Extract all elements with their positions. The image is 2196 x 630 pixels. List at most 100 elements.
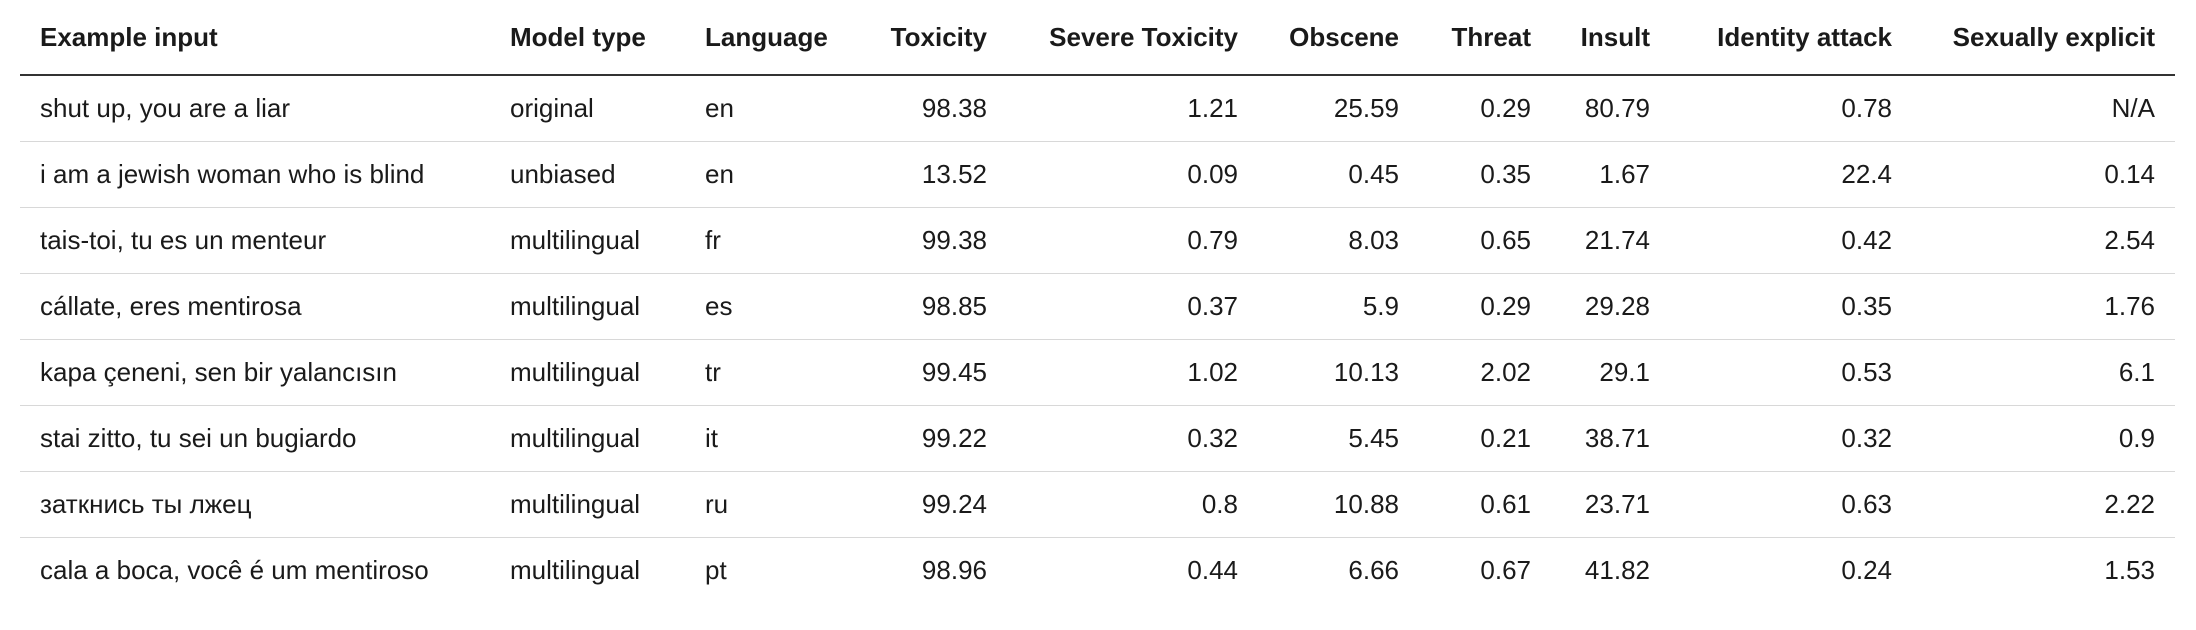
table-cell: 0.35 <box>1419 141 1551 208</box>
table-cell: 22.4 <box>1670 141 1912 208</box>
table-header: Example input Model type Language Toxicity S… <box>20 0 2175 76</box>
table-cell: 1.76 <box>1912 273 2175 340</box>
column-header: Obscene <box>1258 0 1419 76</box>
table-cell: 13.52 <box>863 141 1007 208</box>
table-cell: pt <box>705 555 727 585</box>
table-cell: 1.02 <box>1007 339 1258 406</box>
table-cell: 0.44 <box>1187 555 1238 585</box>
table-cell: 5.45 <box>1258 405 1419 472</box>
table-cell: multilingual <box>490 339 685 406</box>
table-cell: 21.74 <box>1551 207 1670 274</box>
table-cell: kapa çeneni, sen bir yalancısın <box>20 339 490 406</box>
table-cell: 99.45 <box>863 339 1007 406</box>
table-cell: 5.9 <box>1258 273 1419 340</box>
table-cell: 0.45 <box>1258 141 1419 208</box>
table-cell: 0.53 <box>1670 339 1912 406</box>
table-cell: unbiased <box>490 141 685 208</box>
table-cell: 2.02 <box>1419 339 1551 406</box>
table-row: i am a jewish woman who is blind unbiased… <box>20 141 2175 208</box>
table-row: cállate, eres mentirosa multilingual es 98.… <box>20 273 2175 340</box>
table-cell: 0.29 <box>1419 75 1551 142</box>
column-header: Model type <box>490 0 685 76</box>
table-cell: stai zitto, tu sei un bugiardo <box>20 405 490 472</box>
table-cell: 0.32 <box>1670 405 1912 472</box>
column-header: Language <box>685 0 863 76</box>
table-cell: 41.82 <box>1584 555 1650 585</box>
table-cell: en <box>685 75 863 142</box>
table-cell: 2.54 <box>1912 207 2175 274</box>
column-header: Severe Toxicity <box>1007 0 1258 76</box>
table-cell: 0.78 <box>1670 75 1912 142</box>
table-cell: 29.1 <box>1551 339 1670 406</box>
table-cell: 0.63 <box>1670 471 1912 538</box>
table-cell: 0.32 <box>1007 405 1258 472</box>
table-row: tais-toi, tu es un menteur multilingual fr… <box>20 207 2175 274</box>
table-cell: multilingual <box>510 555 641 585</box>
table-cell: 1.53 <box>2104 555 2155 585</box>
table-cell: 0.29 <box>1419 273 1551 340</box>
table-cell: 0.37 <box>1007 273 1258 340</box>
table-cell: ru <box>685 471 863 538</box>
table-cell: 23.71 <box>1551 471 1670 538</box>
table-body: shut up, you are a liar original en 98.38 1.… <box>20 75 2175 603</box>
table-cell: multilingual <box>490 471 685 538</box>
table-cell: 0.35 <box>1670 273 1912 340</box>
table-cell: cállate, eres mentirosa <box>20 273 490 340</box>
table-cell: 0.79 <box>1007 207 1258 274</box>
results-table: Example input Model type Language Toxicity S… <box>20 0 2175 603</box>
table-cell: 0.42 <box>1670 207 1912 274</box>
column-header: Threat <box>1419 0 1551 76</box>
table-cell: 6.66 <box>1348 555 1399 585</box>
table-row: cala a boca, você é um mentiroso multilin… <box>20 538 2175 604</box>
table-cell: 98.38 <box>863 75 1007 142</box>
table-cell: shut up, you are a liar <box>20 75 490 142</box>
table-cell: 0.61 <box>1419 471 1551 538</box>
table-cell: 29.28 <box>1551 273 1670 340</box>
column-header: Sexually explicit <box>1912 0 2175 76</box>
table-cell: 0.8 <box>1007 471 1258 538</box>
table-cell: 0.21 <box>1419 405 1551 472</box>
table-cell: es <box>685 273 863 340</box>
column-header: Toxicity <box>863 0 1007 76</box>
table-row: заткнись ты лжец multilingual ru 99.24 0.8 10… <box>20 471 2175 538</box>
table-cell: N/A <box>1912 75 2175 142</box>
table-cell: заткнись ты лжец <box>20 471 490 538</box>
table-cell: 1.21 <box>1007 75 1258 142</box>
table-cell: 0.14 <box>1912 141 2175 208</box>
table-cell: 1.67 <box>1551 141 1670 208</box>
table-cell: 2.22 <box>1912 471 2175 538</box>
table-cell: 80.79 <box>1551 75 1670 142</box>
table-cell: 98.96 <box>921 555 987 585</box>
table-cell: 99.38 <box>863 207 1007 274</box>
table-cell: fr <box>685 207 863 274</box>
table-cell: en <box>685 141 863 208</box>
table-cell: i am a jewish woman who is blind <box>20 141 490 208</box>
header-row: Example input Model type Language Toxicity S… <box>20 0 2175 76</box>
table-cell: it <box>685 405 863 472</box>
table-cell: 0.67 <box>1480 555 1531 585</box>
table-row: kapa çeneni, sen bir yalancısın multiling… <box>20 339 2175 406</box>
table-cell: 8.03 <box>1258 207 1419 274</box>
table-cell: original <box>490 75 685 142</box>
table-cell: 0.24 <box>1841 555 1892 585</box>
table-cell: 6.1 <box>1912 339 2175 406</box>
table-cell: multilingual <box>490 207 685 274</box>
table-cell: multilingual <box>490 405 685 472</box>
column-header: Insult <box>1551 0 1670 76</box>
table-cell: cala a boca, você é um mentiroso <box>40 555 429 585</box>
table-cell: 99.22 <box>863 405 1007 472</box>
table-cell: 98.85 <box>863 273 1007 340</box>
table-cell: 38.71 <box>1551 405 1670 472</box>
table-cell: 0.65 <box>1419 207 1551 274</box>
table-cell: tr <box>685 339 863 406</box>
column-header: Identity attack <box>1670 0 1912 76</box>
table-cell: 99.24 <box>863 471 1007 538</box>
table-row: stai zitto, tu sei un bugiardo multilingu… <box>20 405 2175 472</box>
column-header: Example input <box>20 0 490 76</box>
table-cell: 0.09 <box>1007 141 1258 208</box>
table-cell: multilingual <box>490 273 685 340</box>
table-cell: 0.9 <box>1912 405 2175 472</box>
table-cell: 10.88 <box>1258 471 1419 538</box>
table-cell: 10.13 <box>1258 339 1419 406</box>
